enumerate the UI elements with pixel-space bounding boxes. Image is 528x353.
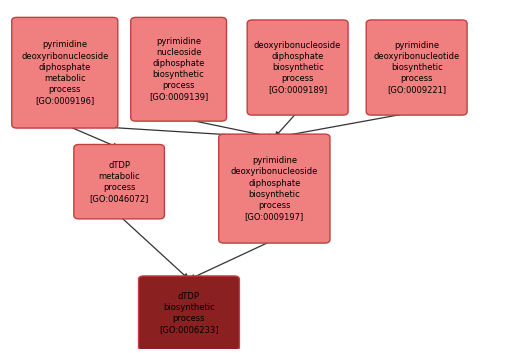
Text: deoxyribonucleoside
diphosphate
biosynthetic
process
[GO:0009189]: deoxyribonucleoside diphosphate biosynth… xyxy=(254,41,341,94)
Text: pyrimidine
deoxyribonucleoside
diphosphate
biosynthetic
process
[GO:0009197]: pyrimidine deoxyribonucleoside diphospha… xyxy=(231,156,318,221)
FancyBboxPatch shape xyxy=(74,144,164,219)
Text: pyrimidine
nucleoside
diphosphate
biosynthetic
process
[GO:0009139]: pyrimidine nucleoside diphosphate biosyn… xyxy=(149,37,208,102)
Text: dTDP
metabolic
process
[GO:0046072]: dTDP metabolic process [GO:0046072] xyxy=(89,161,149,203)
FancyBboxPatch shape xyxy=(219,134,330,243)
Text: pyrimidine
deoxyribonucleoside
diphosphate
metabolic
process
[GO:0009196]: pyrimidine deoxyribonucleoside diphospha… xyxy=(21,41,108,105)
FancyBboxPatch shape xyxy=(12,17,118,128)
FancyBboxPatch shape xyxy=(247,20,348,115)
FancyBboxPatch shape xyxy=(138,276,239,350)
FancyBboxPatch shape xyxy=(131,17,227,121)
Text: dTDP
biosynthetic
process
[GO:0006233]: dTDP biosynthetic process [GO:0006233] xyxy=(159,292,219,334)
Text: pyrimidine
deoxyribonucleotide
biosynthetic
process
[GO:0009221]: pyrimidine deoxyribonucleotide biosynthe… xyxy=(373,41,460,94)
FancyBboxPatch shape xyxy=(366,20,467,115)
